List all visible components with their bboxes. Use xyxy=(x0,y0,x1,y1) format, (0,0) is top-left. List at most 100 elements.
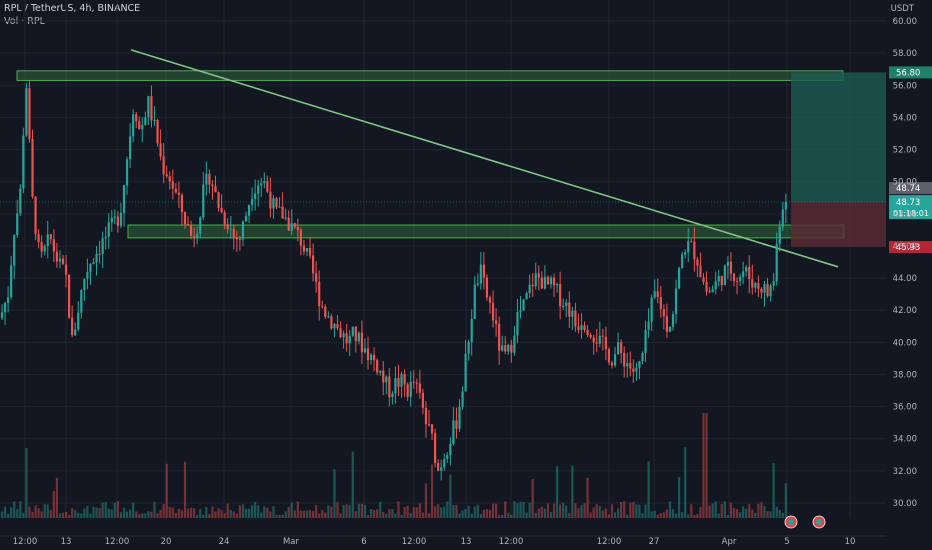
volume-bar xyxy=(693,514,696,518)
volume-bar xyxy=(397,501,400,518)
candle-body xyxy=(241,221,245,240)
candle-body xyxy=(632,368,635,372)
volume-bar xyxy=(263,506,266,518)
target-zone[interactable] xyxy=(791,72,886,203)
candle-body xyxy=(16,213,19,236)
volume-bar xyxy=(28,506,31,518)
candle-body xyxy=(501,345,504,351)
candle-body xyxy=(275,198,278,208)
x-tick-label: Apr xyxy=(722,537,737,547)
resistance-zone[interactable] xyxy=(16,70,844,81)
y-tick-label: 60.00 xyxy=(893,17,917,27)
volume-bar xyxy=(690,504,693,518)
candle-body xyxy=(543,276,546,289)
candle-body xyxy=(150,96,153,121)
volume-bar xyxy=(113,502,116,518)
volume-bar xyxy=(559,504,562,518)
candle-body xyxy=(656,291,659,298)
candle-body xyxy=(357,332,360,342)
candle-body xyxy=(534,273,537,287)
volume-bar xyxy=(302,510,306,518)
candles xyxy=(0,81,787,481)
x-tick-label: 13 xyxy=(61,537,72,547)
currency-label: USDT xyxy=(890,4,914,14)
current-price-bg xyxy=(889,195,932,220)
candle-body xyxy=(193,235,196,238)
candle-body xyxy=(92,262,95,264)
volume-bar xyxy=(278,514,281,518)
candle-body xyxy=(482,264,485,278)
volume-bar xyxy=(760,502,763,518)
candle-body xyxy=(565,302,568,307)
volume-bar xyxy=(144,513,147,518)
stop-zone[interactable] xyxy=(791,202,886,248)
volume-bar xyxy=(424,483,428,518)
candle-body xyxy=(324,306,327,317)
candle-body xyxy=(629,363,632,369)
symbol-title: RPL / TetherUS, 4h, BINANCE xyxy=(4,3,141,14)
volume-bar xyxy=(110,509,113,518)
volume-bar xyxy=(71,508,74,518)
candle-body xyxy=(647,321,650,331)
volume-bar xyxy=(391,509,394,518)
volume-bar xyxy=(601,510,604,518)
candle-body xyxy=(10,265,13,298)
candle-body xyxy=(693,241,696,260)
volume-bar xyxy=(732,507,736,518)
drawings[interactable] xyxy=(16,49,886,268)
volume-bar xyxy=(202,514,205,518)
candle-body xyxy=(348,335,351,344)
volume-bar xyxy=(199,508,202,518)
candle-body xyxy=(513,335,516,353)
volume-bar xyxy=(403,507,406,518)
candle-body xyxy=(235,238,238,240)
volume-bar xyxy=(592,507,595,518)
candle-body xyxy=(684,252,687,255)
volume-bar xyxy=(671,509,675,518)
volume-bar xyxy=(153,501,156,518)
candle-body xyxy=(491,302,495,321)
volume-bar xyxy=(119,512,123,518)
volume-bar xyxy=(720,503,723,518)
candle-body xyxy=(238,239,241,241)
candle-body xyxy=(199,217,202,234)
volume-bar xyxy=(385,514,388,518)
volume-bar xyxy=(586,477,589,518)
candle-body xyxy=(562,306,565,308)
candle-body xyxy=(156,119,159,144)
candle-body xyxy=(74,329,77,336)
volume-bar xyxy=(617,508,620,518)
volume-bar xyxy=(537,508,540,518)
candle-body xyxy=(58,258,62,262)
volume-bar xyxy=(138,514,141,518)
volume-bar xyxy=(766,511,769,518)
volume-bar xyxy=(58,513,62,518)
candle-body xyxy=(522,299,525,311)
candle-body xyxy=(196,233,199,238)
volume-bar xyxy=(354,511,357,518)
candle-body xyxy=(504,345,507,352)
trendline[interactable] xyxy=(130,49,839,268)
candle-body xyxy=(119,212,123,226)
candle-body xyxy=(135,114,138,122)
volume-bar xyxy=(607,514,611,518)
candle-body xyxy=(430,424,434,434)
candle-body xyxy=(464,353,467,392)
volume-bar xyxy=(681,512,684,518)
volume-bar xyxy=(251,505,254,518)
volume-bar xyxy=(95,507,98,518)
volume-bar xyxy=(247,508,251,518)
y-tick-label: 30.00 xyxy=(893,499,917,509)
volume-bar xyxy=(409,513,412,518)
volume-bar xyxy=(238,505,241,518)
candle-body xyxy=(610,362,614,366)
candle-body xyxy=(302,245,306,252)
candle-body xyxy=(25,88,28,136)
volume-bar xyxy=(757,503,760,518)
candle-body xyxy=(678,268,681,289)
volume-bar xyxy=(784,483,787,518)
candle-body xyxy=(101,238,104,254)
volume-bar xyxy=(193,508,196,518)
